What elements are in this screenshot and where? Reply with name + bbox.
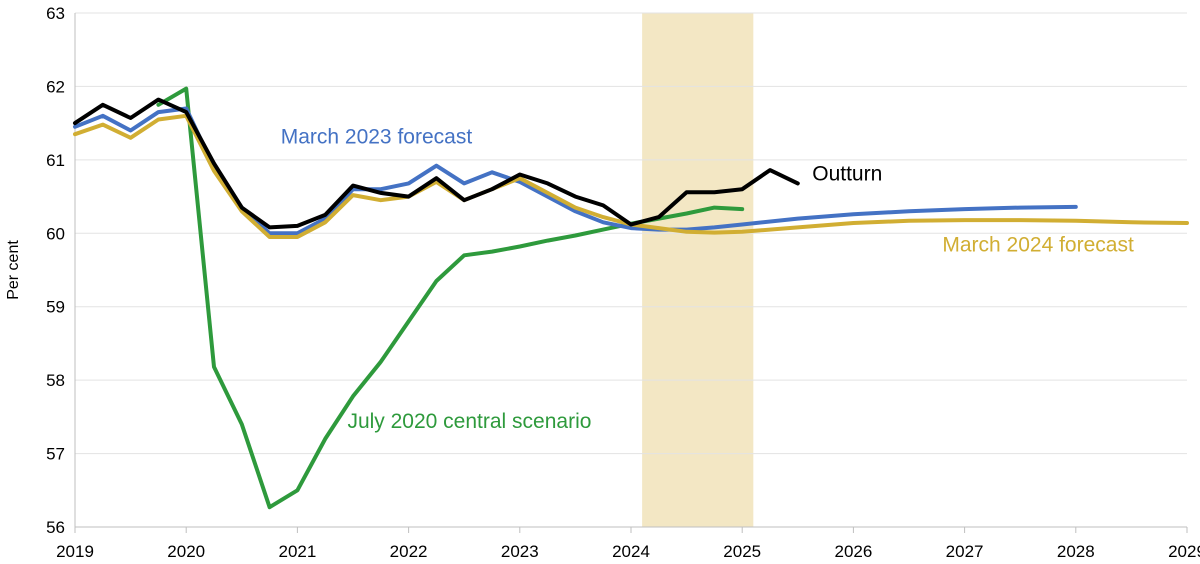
series-line-outturn	[73, 97, 800, 230]
y-tick-label-62: 62	[46, 77, 65, 96]
x-tick-labels: 2019 2020 2021 2022 2023 2024 2025 2026 2027 2028…	[56, 542, 1200, 561]
x-tick-label-2019: 2019	[56, 542, 94, 561]
y-tick-label-58: 58	[46, 371, 65, 390]
series-layer	[73, 86, 1189, 510]
y-tick-label-61: 61	[46, 151, 65, 170]
y-tick-label-60: 60	[46, 224, 65, 243]
x-tick-label-2023: 2023	[501, 542, 539, 561]
series-label-outturn: Outturn	[812, 162, 882, 185]
series-line-march-2023-forecast	[73, 106, 1078, 236]
x-tick-label-2027: 2027	[946, 542, 984, 561]
x-tick-label-2022: 2022	[390, 542, 428, 561]
x-tick-label-2029: 2029	[1168, 542, 1200, 561]
series-label-march-2024-forecast: March 2024 forecast	[942, 234, 1134, 257]
y-tick-label-59: 59	[46, 298, 65, 317]
y-tick-labels: 56 57 58 59 60 61 62 63	[46, 4, 65, 537]
series-line-march-2024-forecast	[73, 113, 1189, 239]
y-tick-label-57: 57	[46, 445, 65, 464]
x-tick-label-2025: 2025	[723, 542, 761, 561]
x-tick-label-2024: 2024	[612, 542, 650, 561]
x-tick-label-2026: 2026	[834, 542, 872, 561]
shaded-period	[642, 13, 754, 527]
y-tick-label-63: 63	[46, 4, 65, 23]
y-tick-label-56: 56	[46, 518, 65, 537]
series-labels: July 2020 central scenario March 2023 for…	[281, 126, 1134, 433]
x-tick-label-2020: 2020	[167, 542, 205, 561]
y-axis-title: Per cent	[5, 240, 22, 300]
shaded-period-layer	[642, 13, 754, 527]
x-tick-label-2021: 2021	[278, 542, 316, 561]
x-tick-label-2028: 2028	[1057, 542, 1095, 561]
series-label-march-2023-forecast: March 2023 forecast	[281, 126, 473, 149]
axis-layer	[74, 13, 1188, 533]
series-label-july-2020-central-scenario: July 2020 central scenario	[347, 410, 591, 433]
grid-layer	[75, 12, 1187, 455]
